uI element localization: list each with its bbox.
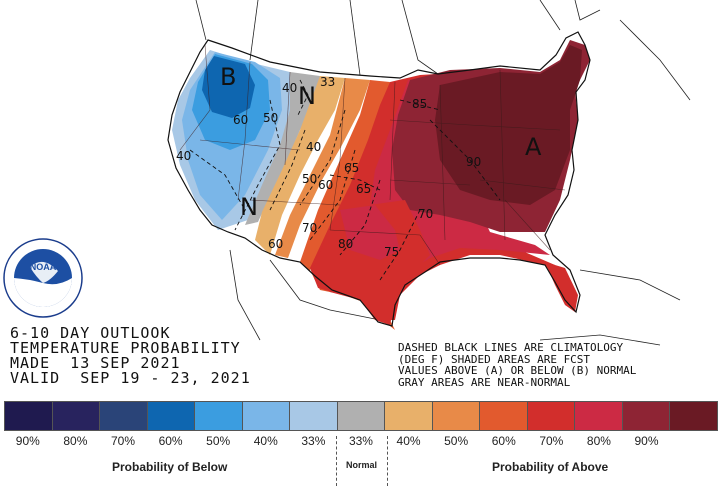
legend-swatch xyxy=(670,402,717,430)
legend-swatch xyxy=(575,402,623,430)
contour-label: 60 xyxy=(268,237,283,251)
note-line-1: DASHED BLACK LINES ARE CLIMATOLOGY xyxy=(398,341,624,354)
note-line-4: GRAY AREAS ARE NEAR-NORMAL xyxy=(398,375,571,389)
legend-below-label: Probability of Below xyxy=(112,460,228,474)
contour-label: 40 xyxy=(306,140,321,154)
noaa-logo-text: NOAA xyxy=(30,262,57,272)
climatology-contours xyxy=(189,79,501,281)
normal-letter-north: N xyxy=(298,82,316,110)
below-letter: B xyxy=(220,63,236,91)
legend-tick-label: 90% xyxy=(634,434,659,448)
legend-swatch xyxy=(385,402,433,430)
legend-tick-label: 33% xyxy=(301,434,326,448)
contour-labels: 33 40 50 60 40 50 60 65 70 80 75 70 65 8… xyxy=(176,75,481,259)
legend-ticks: 90% 80% 70% 60% 50% 40% 33% 33% 40% 50% 60% 70% 80% 9… xyxy=(4,434,718,450)
contour-label: 50 xyxy=(263,111,278,125)
us-outline xyxy=(167,31,591,327)
contour-label: 33 xyxy=(320,75,335,89)
note-line-2: (DEG F) SHADED AREAS ARE FCST xyxy=(398,352,591,366)
contour-label: 90 xyxy=(466,155,481,169)
above-letter: A xyxy=(525,133,542,161)
legend-tick-label: 33% xyxy=(348,434,373,448)
contour-label: 40 xyxy=(282,81,297,95)
above-florida-region xyxy=(545,262,578,312)
title-line-1: 6-10 DAY OUTLOOK xyxy=(10,324,171,342)
legend-tick-label xyxy=(670,434,718,450)
legend-swatch xyxy=(337,402,386,430)
legend-swatch xyxy=(480,402,528,430)
contour-label: 60 xyxy=(318,178,333,192)
shaded-areas xyxy=(172,40,590,330)
title-line-2: TEMPERATURE PROBABILITY xyxy=(10,339,241,357)
legend-tick-label: 70% xyxy=(110,434,135,448)
legend-swatch xyxy=(622,402,671,430)
title-line-4: VALID SEP 19 - 23, 2021 xyxy=(10,369,251,387)
contour-label: 65 xyxy=(344,161,359,175)
normal-letter-west: N xyxy=(240,193,258,221)
legend-tick-label: 70% xyxy=(539,434,564,448)
noaa-logo: NOAA xyxy=(3,238,83,318)
background-borders xyxy=(195,0,691,346)
note-line-3: VALUES ABOVE (A) OR BELOW (B) NORMAL xyxy=(398,364,637,377)
legend-colorbar xyxy=(4,401,718,431)
legend-swatch xyxy=(52,402,101,430)
contour-label: 75 xyxy=(384,245,399,259)
contour-label: 40 xyxy=(176,149,191,163)
contour-label: 70 xyxy=(302,221,317,235)
legend-divider-left xyxy=(336,436,337,486)
contour-label: 50 xyxy=(302,172,317,186)
above-50-region xyxy=(275,78,370,258)
above-darkest-region xyxy=(435,45,582,205)
state-boundaries xyxy=(179,44,566,266)
legend-tick-label: 80% xyxy=(586,434,611,448)
legend-tick-label: 50% xyxy=(444,434,469,448)
above-40-region xyxy=(255,76,345,255)
legend-divider-right xyxy=(387,436,388,486)
note-block: DASHED BLACK LINES ARE CLIMATOLOGY (DEG … xyxy=(398,342,636,388)
legend-tick-label: 90% xyxy=(15,434,40,448)
title-block: 6-10 DAY OUTLOOK TEMPERATURE PROBABILITY… xyxy=(10,326,251,386)
legend-tick-label: 60% xyxy=(158,434,183,448)
legend-tick-label: 60% xyxy=(491,434,516,448)
legend-tick-label: 40% xyxy=(396,434,421,448)
legend-swatch xyxy=(5,402,53,430)
below-60-region xyxy=(202,56,255,118)
legend-swatch xyxy=(290,402,338,430)
contour-label: 65 xyxy=(356,182,371,196)
legend-swatch xyxy=(100,402,148,430)
legend-swatch xyxy=(195,402,243,430)
legend-swatch xyxy=(147,402,196,430)
legend-tick-label: 80% xyxy=(63,434,88,448)
outlook-map: 33 40 50 60 40 50 60 65 70 80 75 70 65 8… xyxy=(167,0,691,346)
legend-above-label: Probability of Above xyxy=(492,460,609,474)
contour-label: 70 xyxy=(418,207,433,221)
contour-label: 85 xyxy=(412,97,427,111)
title-line-3: MADE 13 SEP 2021 xyxy=(10,354,181,372)
legend-tick-label: 40% xyxy=(253,434,278,448)
contour-label: 60 xyxy=(233,113,248,127)
legend-swatch xyxy=(432,402,481,430)
legend-swatch xyxy=(242,402,291,430)
legend-normal-label: Normal xyxy=(346,460,378,470)
legend-swatch xyxy=(527,402,576,430)
legend-tick-label: 50% xyxy=(206,434,231,448)
contour-label: 80 xyxy=(338,237,353,251)
